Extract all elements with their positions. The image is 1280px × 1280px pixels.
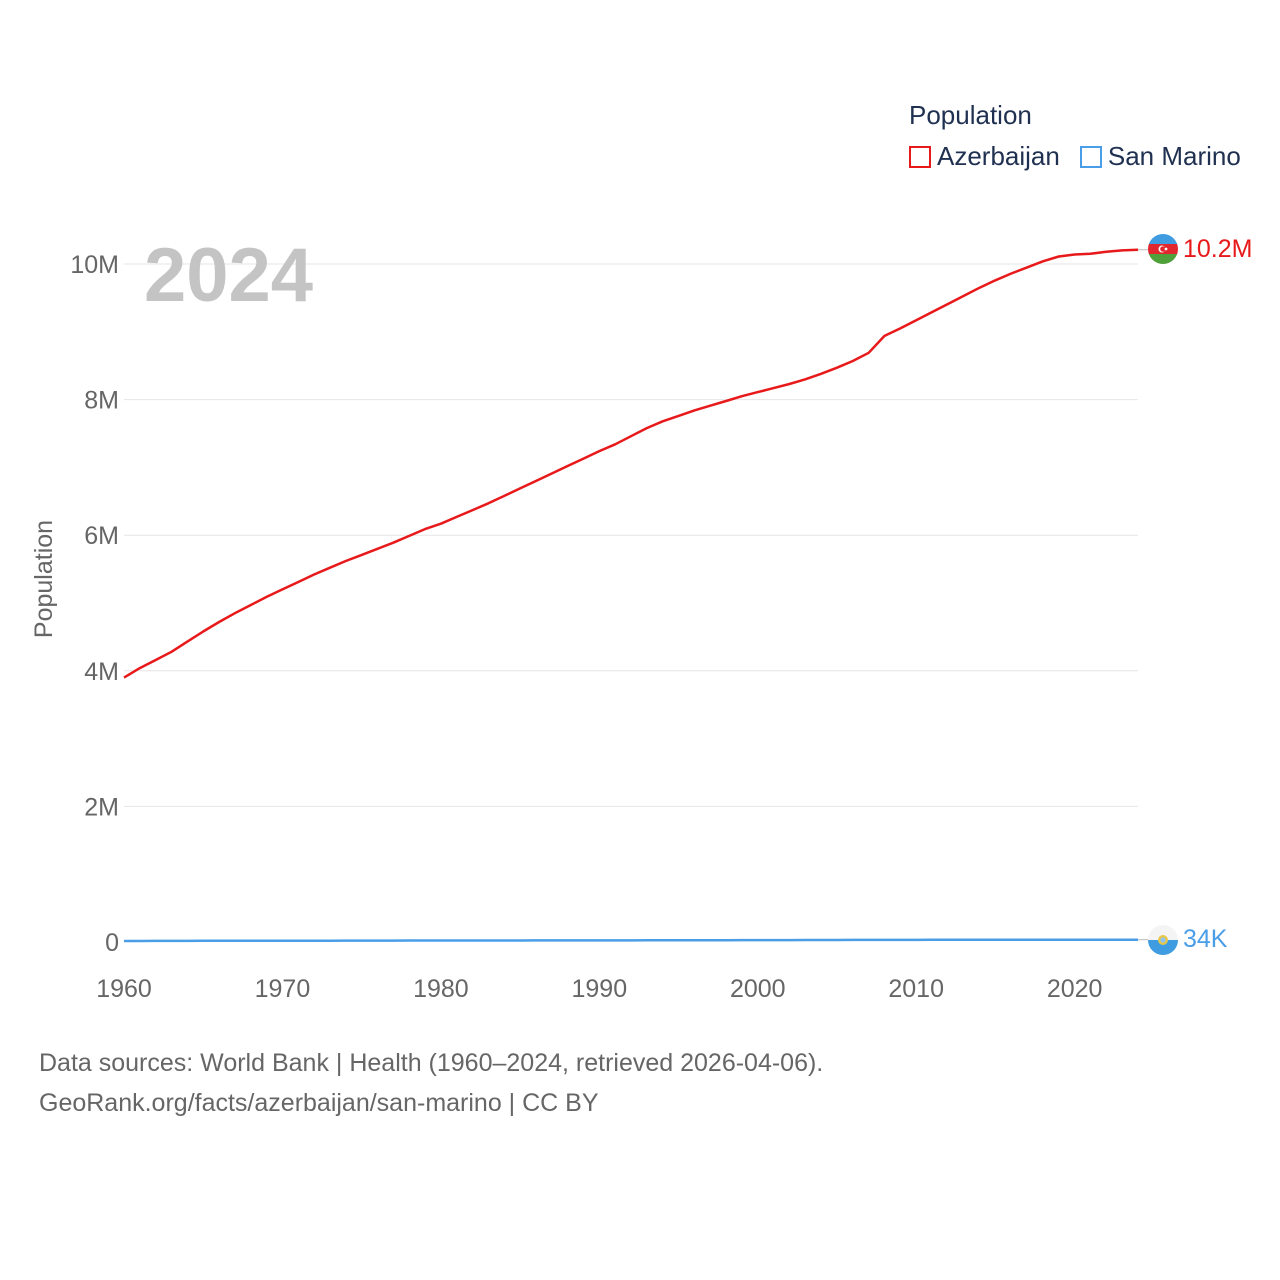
legend-swatch-azerbaijan — [909, 145, 931, 168]
y-tick-label: 0 — [105, 929, 119, 957]
x-tick-label: 2010 — [888, 975, 944, 1003]
azerbaijan-end-label: 10.2M — [1183, 235, 1252, 263]
x-tick-label: 1980 — [413, 975, 469, 1003]
year-label: 2024 — [144, 233, 313, 318]
azerbaijan-flag-icon — [1148, 234, 1178, 264]
attribution-link[interactable]: GeoRank.org/facts/azerbaijan/san-marino … — [39, 1089, 599, 1117]
san-marino-flag-icon — [1148, 925, 1178, 955]
legend: Population Azerbaijan San Marino — [909, 100, 1241, 172]
legend-title: Population — [909, 100, 1032, 130]
x-tick-label: 2020 — [1047, 975, 1103, 1003]
y-tick-label: 4M — [84, 658, 119, 686]
series-line-san-marino — [124, 938, 1138, 943]
x-tick-label: 2000 — [730, 975, 786, 1003]
x-tick-label: 1960 — [96, 975, 152, 1003]
data-sources-text: Data sources: World Bank | Health (1960–… — [39, 1049, 824, 1077]
y-axis-label: Population — [30, 520, 58, 638]
legend-swatch-san-marino — [1079, 145, 1102, 168]
series-lines — [123, 248, 1148, 943]
legend-item-azerbaijan[interactable]: Azerbaijan — [909, 141, 1060, 172]
legend-item-san-marino[interactable]: San Marino — [1079, 141, 1241, 172]
y-tick-label: 2M — [84, 793, 119, 821]
san-marino-end-label: 34K — [1183, 925, 1228, 953]
y-tick-labels: 0 2M 4M 6M 8M 10M — [70, 251, 119, 957]
legend-label-azerbaijan: Azerbaijan — [937, 141, 1060, 171]
x-tick-label: 1990 — [572, 975, 628, 1003]
legend-label-san-marino: San Marino — [1107, 141, 1241, 171]
x-tick-labels: 1960 1970 1980 1990 2000 2010 2020 — [96, 975, 1102, 1003]
grid-lines — [124, 263, 1138, 807]
y-tick-label: 10M — [70, 251, 119, 279]
y-tick-label: 8M — [84, 387, 119, 415]
y-tick-label: 6M — [84, 522, 119, 550]
x-tick-label: 1970 — [255, 975, 311, 1003]
footer: Data sources: World Bank | Health (1960–… — [39, 1043, 823, 1123]
series-line-azerbaijan — [123, 248, 1139, 679]
